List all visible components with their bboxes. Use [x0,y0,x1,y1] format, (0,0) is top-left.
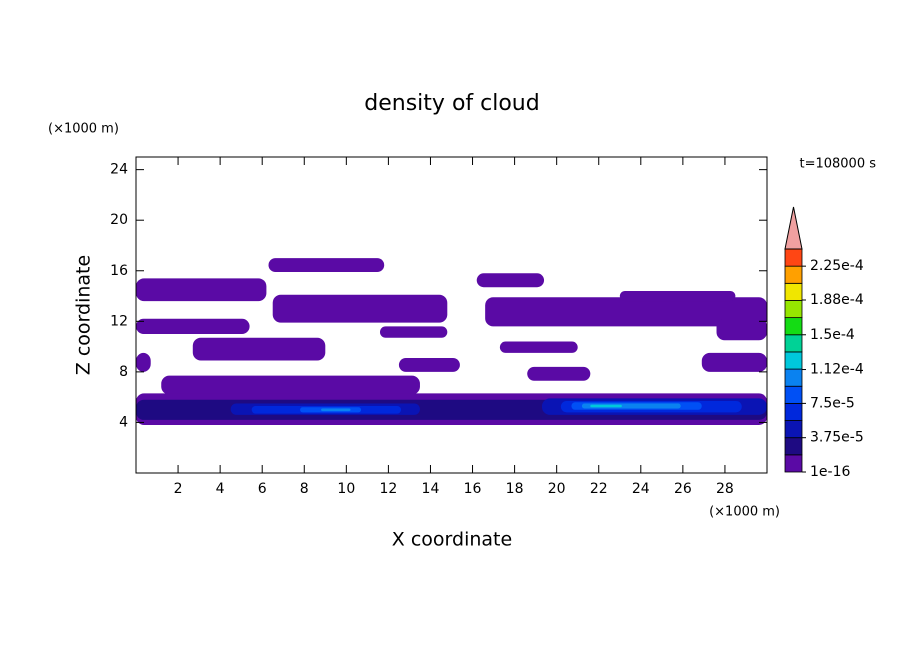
x-axis-title: X coordinate [392,529,512,551]
contour-region [192,337,326,361]
y-tick-label: 12 [110,313,128,329]
y-tick-label: 20 [110,212,128,228]
contour-region [321,408,351,412]
y-tick-label: 16 [110,263,128,279]
contour-region [701,352,767,372]
y-unit: (×1000 m) [48,122,119,137]
colorbar-bin [784,402,803,421]
x-tick-label: 28 [716,481,734,497]
colorbar: 1e-16 3.75e-5 7.5e-5 1.12e-4 1.5e-4 1.88e-4 2.… [784,206,864,480]
x-tick-label: 24 [632,481,650,497]
x-tick-label: 18 [506,481,524,497]
contour-region [485,297,767,327]
colorbar-tick-label: 1.5e-4 [810,327,855,343]
colorbar-bin [784,351,803,370]
contour-region [161,375,420,395]
time-label: t=108000 s [799,157,876,172]
colorbar-bin [784,317,803,336]
colorbar-bin [784,265,803,284]
colorbar-tick-label: 2.25e-4 [810,258,864,274]
colorbar-tick-label: 1.88e-4 [810,292,864,308]
x-tick-label: 12 [379,481,397,497]
colorbar-tick-label: 7.5e-5 [810,395,855,411]
colorbar-bin [784,368,803,387]
colorbar-bin [784,437,803,456]
contour-region [272,294,448,323]
x-tick-label: 20 [548,481,566,497]
colorbar-bin [784,334,803,353]
contour-region [527,366,591,381]
y-axis-title: Z coordinate [73,255,95,375]
x-tick-label: 6 [258,481,267,497]
contour-region [499,341,578,353]
colorbar-tick-label: 1.12e-4 [810,362,864,378]
x-tick-label: 22 [590,481,608,497]
y-tick-label: 8 [119,364,128,380]
y-tick-label: 24 [110,162,128,178]
colorbar-tick-label: 3.75e-5 [810,430,864,446]
colorbar-tick-label: 1e-16 [810,464,850,480]
x-tick-label: 8 [300,481,309,497]
colorbar-bin [784,282,803,301]
x-tick-label: 14 [422,481,440,497]
x-unit: (×1000 m) [709,505,780,520]
colorbar-extension [784,206,803,250]
contour-region [476,273,545,288]
chart-title: density of cloud [364,91,539,116]
x-tick-label: 26 [674,481,692,497]
contour-region [136,352,151,372]
x-tick-label: 10 [337,481,355,497]
contour-field [136,258,767,425]
colorbar-bin [784,385,803,404]
contour-region [590,404,622,408]
plot-frame [135,156,768,474]
colorbar-bin [784,454,803,473]
contour-region [716,318,767,341]
y-tick-label: 4 [119,414,128,430]
x-tick-label: 2 [174,481,183,497]
x-tick-label: 16 [464,481,482,497]
contour-region [379,326,448,338]
colorbar-bin [784,420,803,439]
contour-region [268,258,385,273]
x-tick-label: 4 [216,481,225,497]
contour-region [136,318,250,334]
contour-region [398,357,460,372]
contour-region [619,290,736,302]
colorbar-bin [784,248,803,267]
contour-region [136,278,267,302]
colorbar-bin [784,300,803,319]
